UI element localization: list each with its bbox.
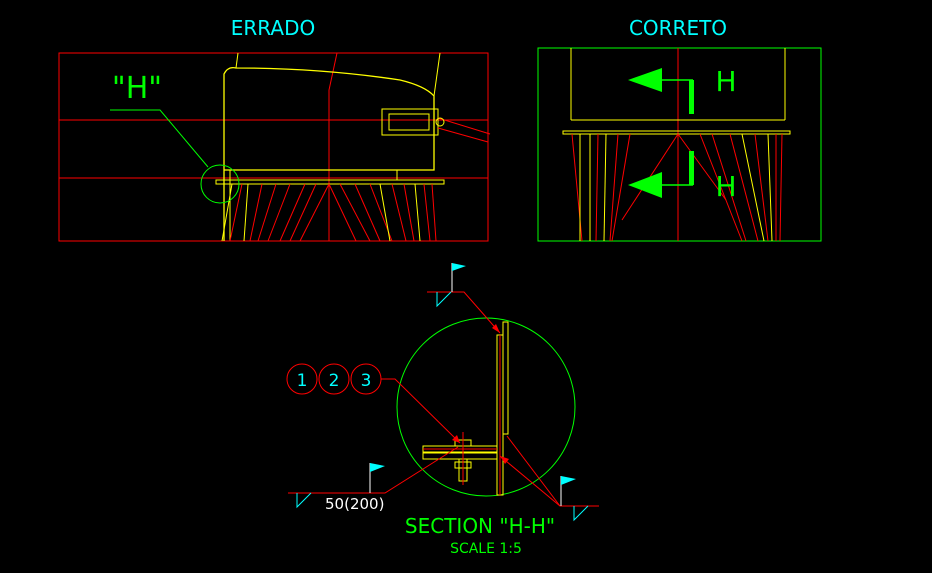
- weld-fillet-left: [296, 492, 312, 509]
- section-view: 1 2 3 50(200) SECTION "H-H" SCALE 1:5: [286, 263, 599, 557]
- right-ribs: [571, 133, 783, 242]
- wrong-actuator-inner: [388, 113, 430, 131]
- section-detail-circle: [396, 317, 576, 497]
- wrong-body-outline: [223, 66, 435, 241]
- section-vertical-plate-inner: [502, 321, 509, 435]
- section-horizontal-plate-lower: [422, 452, 498, 460]
- wrong-detail-label: "H": [112, 71, 162, 106]
- weld-leader-right-2: [506, 435, 561, 507]
- item-balloons: 1 2 3: [286, 363, 382, 395]
- section-title: SECTION "H-H": [405, 514, 555, 538]
- section-mark-top: H: [715, 65, 736, 98]
- weld-flag-right: [561, 476, 576, 485]
- weld-flag-left: [370, 463, 385, 472]
- weld-fillet-right: [573, 505, 589, 522]
- wrong-detail-circle: [200, 164, 240, 204]
- section-cut-mark-bottom: [689, 151, 694, 185]
- right-view: CORRETO: [537, 16, 822, 242]
- wrong-body-top: [235, 52, 239, 69]
- section-arrow-top: [628, 68, 662, 92]
- item-balloon-1: [286, 363, 318, 395]
- section-cut-mark-top: [689, 80, 694, 114]
- wrong-actuator-pin: [435, 117, 445, 127]
- item-balloon-1-label: 1: [297, 371, 308, 391]
- section-mark-bottom: H: [715, 170, 736, 203]
- section-scale: SCALE 1:5: [450, 541, 522, 557]
- item-balloon-3-label: 3: [361, 371, 372, 391]
- weld-leader-right: [499, 455, 599, 507]
- weld-fillet-top: [436, 291, 452, 308]
- weld-arrowhead-right: [500, 456, 509, 464]
- wrong-body-top: [433, 52, 441, 97]
- wrong-ribs: [221, 183, 437, 242]
- right-base-plate: [562, 130, 791, 135]
- wrong-view: ERRADO: [58, 16, 491, 242]
- right-view-title: CORRETO: [629, 16, 727, 40]
- right-view-frame: [537, 47, 822, 242]
- weld-leader-top: [427, 291, 501, 334]
- wrong-view-frame: [58, 52, 489, 242]
- wrong-base-plate: [215, 179, 445, 185]
- weld-arrowhead-top: [492, 324, 500, 333]
- wrong-actuator-rod: [437, 127, 489, 143]
- wrong-view-title: ERRADO: [231, 16, 315, 40]
- weld-flag-top: [452, 263, 466, 271]
- section-arrow-bottom: [628, 172, 662, 198]
- item-balloon-arrowhead: [452, 435, 460, 443]
- wrong-actuator: [381, 108, 439, 136]
- item-balloon-2-label: 2: [329, 371, 340, 391]
- weld-leader-left: [288, 446, 459, 494]
- wrong-detail-leader: [110, 109, 209, 168]
- wrong-actuator-rod: [437, 117, 491, 135]
- wrong-view-centerline: [328, 52, 338, 241]
- item-balloon-2: [318, 363, 350, 395]
- weld-note: 50(200): [325, 495, 384, 513]
- item-balloon-leader: [381, 378, 461, 444]
